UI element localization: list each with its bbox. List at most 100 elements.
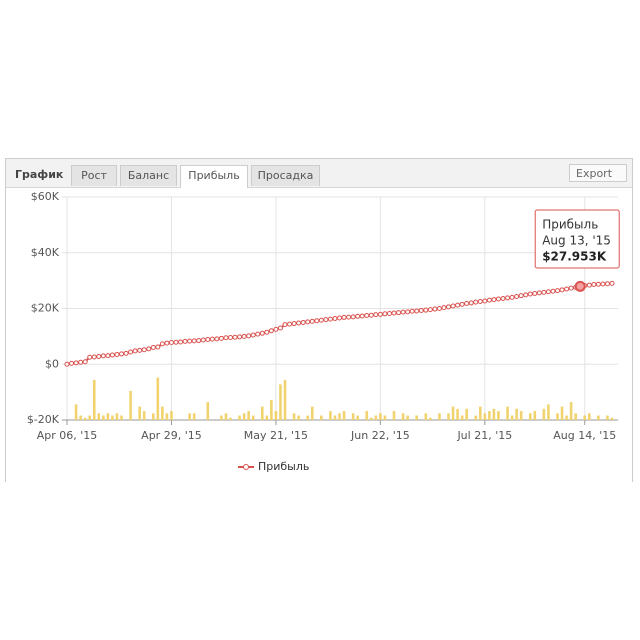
volume-bar — [220, 415, 223, 420]
y-tick-label: $60K — [31, 190, 60, 203]
point — [114, 351, 120, 357]
point — [296, 320, 302, 326]
point — [132, 348, 138, 354]
tab[interactable]: Прибыль — [180, 165, 248, 188]
point — [305, 319, 311, 325]
point — [69, 360, 75, 366]
point — [323, 317, 329, 323]
point — [423, 307, 429, 313]
point — [436, 306, 442, 311]
point — [609, 280, 615, 286]
point — [327, 316, 333, 322]
point — [455, 302, 461, 308]
point — [604, 281, 610, 287]
point — [595, 281, 601, 287]
point — [409, 308, 415, 314]
point — [441, 305, 447, 311]
volume-bar — [583, 415, 587, 420]
volume-bar — [333, 415, 337, 420]
point — [300, 319, 306, 325]
point — [100, 353, 106, 359]
export-button[interactable]: Export — [569, 164, 627, 182]
point — [264, 329, 270, 335]
point — [255, 331, 261, 337]
point — [486, 297, 492, 303]
volume-bar — [129, 391, 132, 420]
volume-bar — [111, 415, 114, 420]
point — [541, 289, 547, 295]
volume-bar — [106, 413, 110, 420]
point — [555, 288, 560, 294]
point — [87, 354, 93, 360]
point — [495, 296, 501, 302]
point — [273, 326, 279, 332]
volume-bar — [251, 415, 255, 420]
point — [187, 338, 193, 344]
point — [78, 359, 84, 365]
volume-bar — [374, 415, 378, 420]
point — [346, 314, 352, 320]
point — [91, 354, 97, 360]
volume-bar — [465, 408, 468, 420]
point — [223, 335, 229, 341]
volume-bar — [356, 415, 359, 420]
point — [73, 360, 79, 366]
volume-bar — [342, 411, 346, 420]
volume-bar — [88, 415, 92, 420]
point — [600, 281, 606, 287]
point — [164, 340, 170, 346]
point — [337, 315, 342, 321]
volume-bar — [519, 411, 523, 420]
volume-bar — [165, 413, 169, 420]
volume-bar — [224, 413, 228, 420]
volume-bar — [587, 413, 591, 420]
point — [228, 334, 233, 340]
point — [473, 299, 479, 305]
point — [214, 336, 220, 342]
point — [432, 306, 438, 312]
volume-bar — [565, 415, 568, 420]
point — [459, 301, 465, 307]
point — [382, 311, 388, 317]
volume-bar — [247, 411, 250, 420]
volume-bar — [192, 413, 196, 420]
point — [250, 332, 256, 338]
point — [137, 347, 143, 353]
point — [314, 318, 320, 324]
point — [450, 303, 456, 309]
volume-bar — [83, 417, 87, 420]
tab[interactable]: Рост — [71, 165, 117, 186]
volume-bar — [392, 411, 396, 420]
volume-bar — [238, 415, 241, 420]
volume-bar — [365, 411, 369, 420]
point — [291, 321, 297, 327]
volume-bar — [560, 406, 564, 420]
point — [482, 298, 488, 304]
volume-bar — [329, 411, 332, 420]
point — [241, 333, 247, 339]
volume-bar — [283, 379, 287, 420]
volume-bar — [306, 415, 310, 420]
point — [545, 289, 551, 295]
point — [568, 285, 574, 291]
widget-title: График — [15, 168, 64, 181]
volume-bar — [229, 417, 232, 420]
point — [446, 304, 451, 310]
point — [64, 361, 70, 367]
point — [591, 282, 597, 288]
point — [123, 350, 129, 356]
point — [377, 311, 383, 317]
x-tick-label: Jun 22, '15 — [350, 429, 410, 442]
tab[interactable]: Просадка — [251, 165, 320, 186]
legend-label: Прибыль — [258, 460, 309, 473]
point — [191, 338, 197, 344]
tab[interactable]: Баланс — [120, 165, 177, 186]
point — [386, 311, 392, 317]
point — [200, 337, 206, 343]
point — [523, 292, 529, 298]
volume-bar — [206, 402, 210, 420]
y-tick-label: $0 — [45, 357, 59, 370]
volume-bar — [406, 415, 409, 420]
point — [259, 330, 265, 336]
x-tick-label: Apr 06, '15 — [37, 429, 98, 442]
